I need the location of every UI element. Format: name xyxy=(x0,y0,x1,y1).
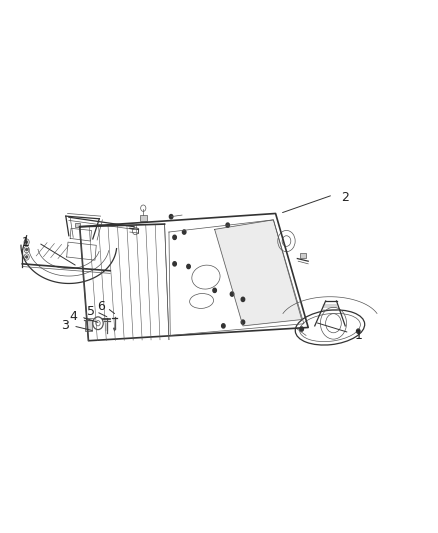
Text: 1: 1 xyxy=(354,329,362,342)
Ellipse shape xyxy=(295,310,365,345)
Text: 2: 2 xyxy=(341,191,349,204)
Circle shape xyxy=(241,297,245,302)
Circle shape xyxy=(173,235,177,239)
Text: 1: 1 xyxy=(21,236,29,249)
Circle shape xyxy=(183,230,186,234)
Bar xyxy=(140,215,147,221)
Circle shape xyxy=(213,288,216,293)
Circle shape xyxy=(26,256,28,258)
Text: 3: 3 xyxy=(61,319,69,333)
Ellipse shape xyxy=(192,265,220,289)
Circle shape xyxy=(230,292,234,296)
Circle shape xyxy=(357,329,360,333)
Circle shape xyxy=(26,248,28,251)
Polygon shape xyxy=(215,220,302,326)
Bar xyxy=(85,319,92,331)
Circle shape xyxy=(26,241,28,243)
Circle shape xyxy=(187,264,190,269)
Circle shape xyxy=(222,324,225,328)
Ellipse shape xyxy=(190,294,214,309)
Polygon shape xyxy=(113,328,116,331)
Ellipse shape xyxy=(300,313,360,342)
Circle shape xyxy=(241,320,245,324)
Circle shape xyxy=(173,262,177,266)
Circle shape xyxy=(170,215,173,219)
Circle shape xyxy=(226,223,230,227)
Text: 4: 4 xyxy=(69,310,77,324)
Bar xyxy=(74,223,80,227)
Text: 6: 6 xyxy=(98,300,106,313)
Bar xyxy=(300,253,306,258)
Text: 5: 5 xyxy=(87,305,95,318)
Circle shape xyxy=(300,327,304,331)
